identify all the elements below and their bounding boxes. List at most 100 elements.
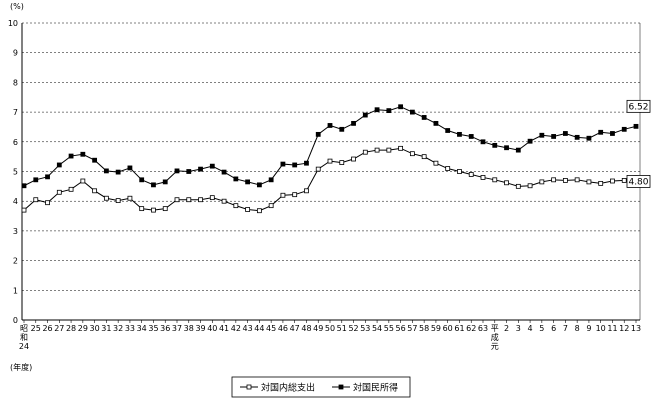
data-point (198, 197, 203, 203)
data-point (56, 189, 62, 195)
y-tick-label: 10 (8, 19, 18, 28)
x-tick-label: 9 (586, 324, 591, 333)
legend-box (231, 376, 411, 398)
data-point (80, 178, 86, 184)
x-tick-label: 41 (219, 324, 229, 333)
data-point (127, 195, 133, 201)
data-point (621, 126, 627, 132)
x-tick-label: 46 (278, 324, 288, 333)
x-axis-unit-label: (年度) (10, 362, 32, 372)
data-point (256, 208, 262, 214)
data-point (598, 180, 604, 186)
x-tick-label: 13 (631, 324, 641, 333)
x-tick-label: 55 (384, 324, 394, 333)
data-point (574, 134, 580, 140)
data-point (151, 207, 156, 213)
x-tick-label: 31 (101, 324, 111, 333)
x-tick-label: 42 (231, 324, 241, 333)
data-point (115, 198, 121, 204)
data-point (92, 188, 98, 194)
data-point (362, 149, 368, 155)
data-point (527, 183, 533, 189)
data-point (351, 156, 356, 162)
data-point (245, 207, 251, 212)
data-point (174, 197, 180, 203)
x-tick-label: 45 (266, 324, 276, 333)
x-tick-label: 52 (348, 324, 358, 333)
x-tick-label: 10 (596, 324, 606, 333)
y-axis-ticks: 0 1 2 3 4 5 6 7 8 9 10 (8, 19, 18, 325)
data-point (315, 166, 321, 172)
data-point (280, 192, 286, 198)
data-point (268, 177, 274, 183)
y-tick-label: 5 (13, 168, 18, 177)
y-tick-label: 6 (13, 138, 18, 147)
x-tick-label: 60 (443, 324, 453, 333)
x-tick-era-label: 平 (491, 324, 499, 333)
data-point (598, 129, 604, 135)
data-point (304, 160, 309, 166)
data-point (457, 169, 462, 174)
data-point (21, 207, 27, 213)
data-point (351, 120, 356, 126)
data-point (162, 179, 168, 185)
x-tick-label: 26 (42, 324, 52, 333)
data-point (504, 180, 509, 186)
data-point (386, 108, 392, 114)
annotations: 6.52 4.80 (626, 99, 651, 188)
data-point (139, 206, 145, 212)
y-tick-label: 7 (13, 108, 18, 117)
data-point (292, 162, 298, 168)
data-point (515, 183, 521, 189)
data-point (339, 126, 345, 132)
y-tick-label: 9 (13, 49, 18, 58)
x-tick-era-label: 成 (491, 332, 499, 342)
x-tick-label: 36 (160, 324, 170, 333)
x-tick-label: 50 (325, 324, 335, 333)
x-tick-label: 62 (466, 324, 476, 333)
data-point (586, 135, 592, 141)
legend-marker (338, 384, 344, 390)
data-point (80, 151, 86, 157)
x-tick-label: 54 (372, 324, 382, 333)
x-tick-era-label: 和 (20, 333, 28, 342)
data-point (610, 131, 615, 136)
data-point (539, 132, 545, 138)
data-point (374, 147, 380, 153)
data-point (68, 153, 74, 159)
x-tick-label: 49 (313, 324, 323, 333)
data-point (221, 198, 227, 204)
data-point (233, 176, 239, 182)
x-tick-label: 56 (396, 324, 406, 333)
data-point (45, 174, 50, 180)
gridlines (22, 22, 640, 291)
x-tick-label: 39 (195, 324, 205, 333)
x-tick-era-label: 元 (491, 342, 499, 351)
series-1 (21, 145, 639, 214)
data-point (162, 206, 168, 212)
legend: 対国内総支出 対国民所得 (231, 376, 411, 398)
legend-label: 対国民所得 (353, 382, 398, 394)
x-tick-label: 8 (575, 324, 580, 333)
x-tick-label: 43 (243, 324, 253, 333)
data-point (457, 131, 462, 137)
data-point (362, 112, 368, 118)
data-point (409, 151, 415, 157)
x-tick-label: 35 (148, 324, 158, 333)
data-point (327, 123, 333, 128)
data-point (562, 178, 568, 183)
data-point (421, 154, 427, 160)
legend-marker (246, 384, 252, 390)
x-tick-label: 34 (137, 324, 147, 333)
data-point (551, 134, 557, 139)
data-point (151, 182, 156, 188)
x-tick-label: 53 (360, 324, 370, 333)
data-point (256, 182, 262, 188)
data-point (633, 123, 639, 129)
callout-box (626, 175, 651, 188)
data-point (174, 168, 180, 174)
x-tick-label: 7 (563, 324, 568, 333)
data-point (551, 177, 557, 183)
callout-box (626, 99, 651, 113)
